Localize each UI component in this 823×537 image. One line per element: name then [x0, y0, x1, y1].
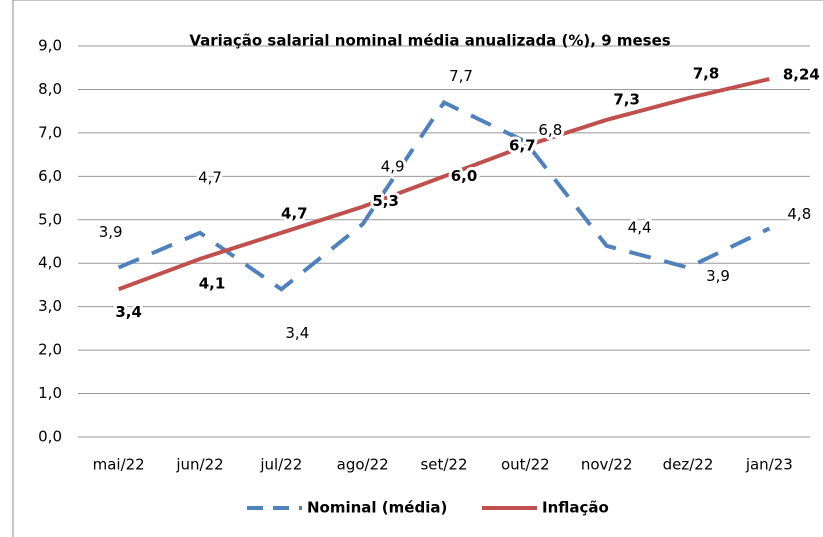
data-label: 6,8 [538, 121, 562, 139]
y-tick-label: 8,0 [38, 80, 62, 98]
data-label: 3,4 [285, 324, 309, 342]
data-label: 4,9 [381, 158, 405, 176]
data-label: 7,8 [693, 65, 720, 83]
x-tick-label: mai/22 [93, 456, 145, 474]
data-label: 7,7 [449, 67, 473, 85]
series-line [117, 99, 771, 292]
x-tick-label: jan/23 [745, 456, 793, 474]
chart-border [12, 0, 823, 537]
data-label: 3,4 [115, 303, 142, 321]
legend-label: Inflação [542, 499, 609, 517]
series-line [117, 77, 770, 292]
grid [78, 45, 810, 438]
y-tick-label: 9,0 [38, 37, 62, 55]
data-label: 3,9 [706, 267, 730, 285]
x-tick-label: nov/22 [581, 456, 633, 474]
chart-title: Variação salarial nominal média anualiza… [189, 32, 670, 50]
data-label: 7,3 [613, 90, 640, 108]
y-tick-label: 7,0 [38, 123, 62, 141]
data-label: 4,7 [198, 168, 222, 186]
y-tick-label: 4,0 [38, 254, 62, 272]
data-label: 4,8 [787, 205, 811, 223]
data-label: 6,0 [451, 167, 478, 185]
x-tick-label: out/22 [501, 456, 550, 474]
data-label: 4,4 [628, 218, 652, 236]
x-tick-label: jul/22 [259, 456, 302, 474]
x-tick-label: set/22 [420, 456, 467, 474]
y-tick-label: 3,0 [38, 297, 62, 315]
data-label: 4,1 [199, 274, 226, 292]
y-tick-label: 1,0 [38, 384, 62, 402]
data-label: 4,7 [281, 204, 308, 222]
data-label: 6,7 [509, 136, 536, 154]
data-label: 3,9 [99, 223, 123, 241]
y-tick-label: 0,0 [38, 428, 62, 446]
y-tick-label: 2,0 [38, 341, 62, 359]
data-label: 8,24 [783, 66, 820, 84]
y-tick-label: 5,0 [38, 210, 62, 228]
data-label: 5,3 [372, 192, 399, 210]
x-tick-label: ago/22 [337, 456, 389, 474]
legend-label: Nominal (média) [307, 499, 447, 517]
x-tick-label: jun/22 [175, 456, 223, 474]
y-tick-label: 6,0 [38, 167, 62, 185]
x-tick-label: dez/22 [663, 456, 714, 474]
